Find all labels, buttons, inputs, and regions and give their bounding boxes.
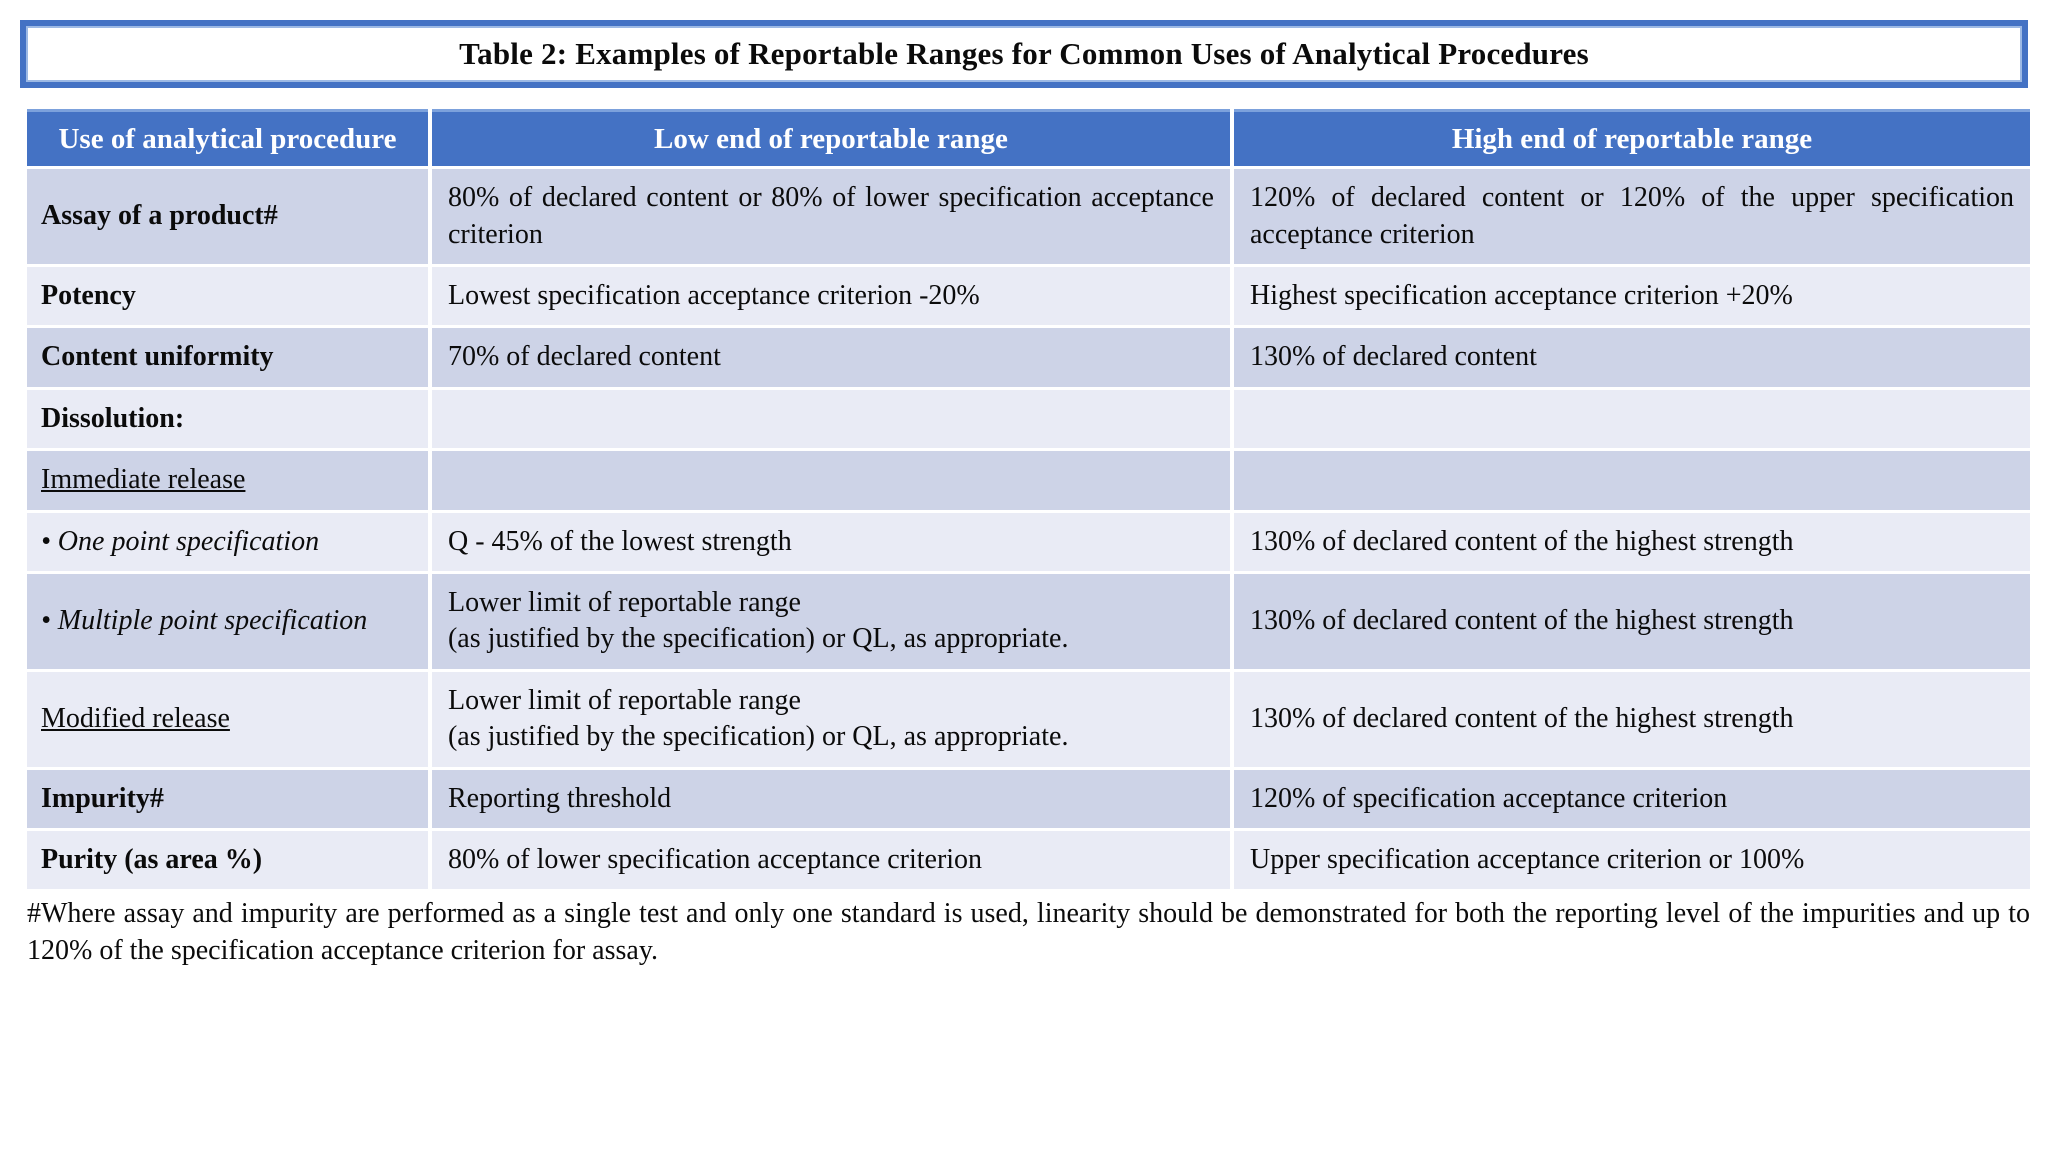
high-end-cell: 120% of declared content or 120% of the … — [1233, 169, 2030, 265]
use-cell: • Multiple point specification — [27, 573, 428, 669]
low-end-cell: Q - 45% of the lowest strength — [431, 512, 1230, 571]
use-cell: Potency — [27, 267, 428, 326]
header-row: Use of analytical procedure Low end of r… — [27, 109, 2030, 167]
table-title-box: Table 2: Examples of Reportable Ranges f… — [20, 20, 2028, 88]
header-use-of-analytical-procedure: Use of analytical procedure — [27, 109, 428, 167]
reportable-ranges-table: Use of analytical procedure Low end of r… — [23, 106, 2034, 892]
table-row-one-point-specification: • One point specification Q - 45% of the… — [27, 512, 2030, 571]
high-end-cell: 130% of declared content of the highest … — [1233, 671, 2030, 767]
use-cell: • One point specification — [27, 512, 428, 571]
low-end-cell: Lower limit of reportable range (as just… — [431, 573, 1230, 669]
use-cell: Content uniformity — [27, 328, 428, 387]
table-row-purity: Purity (as area %) 80% of lower specific… — [27, 830, 2030, 890]
table-row-potency: Potency Lowest specification acceptance … — [27, 267, 2030, 326]
use-cell: Dissolution: — [27, 389, 428, 449]
high-end-cell: Highest specification acceptance criteri… — [1233, 267, 2030, 326]
low-end-cell: 80% of lower specification acceptance cr… — [431, 830, 1230, 890]
table-row-modified-release: Modified release Lower limit of reportab… — [27, 671, 2030, 767]
table-body: Assay of a product# 80% of declared cont… — [27, 169, 2030, 890]
low-end-cell: Reporting threshold — [431, 769, 1230, 828]
low-end-cell: Lower limit of reportable range (as just… — [431, 671, 1230, 767]
footnote: #Where assay and impurity are performed … — [27, 898, 2030, 966]
use-cell: Assay of a product# — [27, 169, 428, 265]
low-end-cell: 80% of declared content or 80% of lower … — [431, 169, 1230, 265]
low-end-cell: 70% of declared content — [431, 328, 1230, 387]
high-end-cell — [1233, 389, 2030, 449]
high-end-cell: 130% of declared content of the highest … — [1233, 573, 2030, 669]
use-cell: Modified release — [27, 671, 428, 767]
low-end-cell — [431, 389, 1230, 449]
table-row-assay: Assay of a product# 80% of declared cont… — [27, 169, 2030, 265]
use-cell: Purity (as area %) — [27, 830, 428, 890]
header-low-end: Low end of reportable range — [431, 109, 1230, 167]
table-title: Table 2: Examples of Reportable Ranges f… — [459, 36, 1589, 71]
table-row-content-uniformity: Content uniformity 70% of declared conte… — [27, 328, 2030, 387]
table-row-multiple-point-specification: • Multiple point specification Lower lim… — [27, 573, 2030, 669]
low-end-cell — [431, 451, 1230, 510]
high-end-cell: Upper specification acceptance criterion… — [1233, 830, 2030, 890]
high-end-cell: 130% of declared content of the highest … — [1233, 512, 2030, 571]
table-row-dissolution: Dissolution: — [27, 389, 2030, 449]
high-end-cell: 120% of specification acceptance criteri… — [1233, 769, 2030, 828]
header-high-end: High end of reportable range — [1233, 109, 2030, 167]
table-row-impurity: Impurity# Reporting threshold 120% of sp… — [27, 769, 2030, 828]
high-end-cell — [1233, 451, 2030, 510]
table-header: Use of analytical procedure Low end of r… — [27, 109, 2030, 167]
high-end-cell: 130% of declared content — [1233, 328, 2030, 387]
table-row-immediate-release: Immediate release — [27, 451, 2030, 510]
use-cell: Impurity# — [27, 769, 428, 828]
use-cell: Immediate release — [27, 451, 428, 510]
low-end-cell: Lowest specification acceptance criterio… — [431, 267, 1230, 326]
